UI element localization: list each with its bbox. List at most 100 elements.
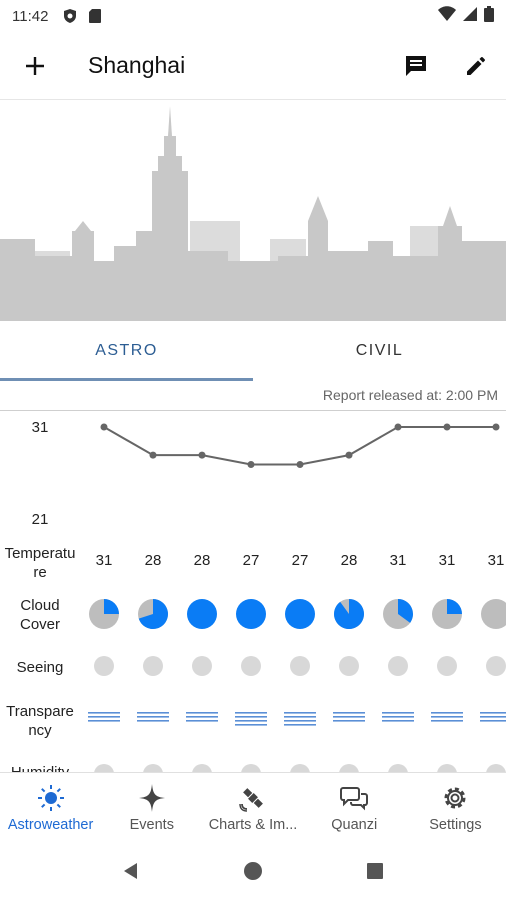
transparency-indicator	[137, 712, 169, 722]
humidity-indicator	[94, 764, 114, 772]
cloud-cover-pie	[89, 599, 119, 629]
city-skyline-illustration	[0, 101, 506, 321]
status-bar: 11:42	[0, 0, 506, 32]
nav-quanzi[interactable]: Quanzi	[304, 773, 405, 842]
cloud-cover-pie	[481, 599, 506, 629]
temperature-value: 28	[340, 552, 358, 569]
status-time: 11:42	[12, 7, 49, 25]
humidity-indicator	[339, 764, 359, 772]
transparency-indicator	[88, 712, 120, 722]
tab-civil[interactable]: CIVIL	[355, 342, 404, 359]
nav-label-quanzi: Quanzi	[331, 816, 378, 833]
nav-astroweather[interactable]: Astroweather	[0, 773, 101, 842]
transparency-indicator	[382, 712, 414, 722]
humidity-indicator	[290, 764, 310, 772]
temperature-value: 28	[193, 552, 211, 569]
wifi-icon	[438, 6, 456, 26]
transparency-indicator	[333, 712, 365, 722]
nav-settings[interactable]: Settings	[405, 773, 506, 842]
seeing-indicator	[339, 656, 359, 676]
pencil-icon	[467, 56, 485, 75]
row-label-humidity: Humidity	[0, 763, 80, 772]
cloud-cover-pie	[285, 599, 315, 629]
tab-astro[interactable]: ASTRO	[0, 321, 253, 381]
message-icon	[406, 55, 426, 76]
cloud-cover-pie	[432, 599, 462, 629]
temperature-point	[345, 451, 353, 459]
temperature-point	[100, 423, 108, 431]
edit-button[interactable]	[446, 32, 506, 100]
home-circle-icon	[244, 862, 262, 880]
temperature-line-plot	[100, 423, 500, 469]
humidity-indicator	[143, 764, 163, 772]
sparkle-icon	[137, 783, 167, 813]
sd-card-icon	[88, 8, 104, 24]
battery-icon	[484, 6, 494, 26]
recents-button[interactable]	[353, 849, 397, 893]
seeing-indicator	[388, 656, 408, 676]
humidity-indicator	[437, 764, 457, 772]
nav-label-settings: Settings	[429, 816, 482, 833]
humidity-indicator	[486, 764, 506, 772]
temperature-value: 27	[291, 552, 309, 569]
shield-icon	[62, 8, 78, 24]
temperature-point	[394, 423, 402, 431]
row-humidity: Humidity	[0, 760, 506, 772]
nav-label-events: Events	[129, 816, 174, 833]
temperature-value: 31	[438, 552, 456, 569]
humidity-indicator	[241, 764, 261, 772]
row-cloud-cover: Cloud Cover	[0, 590, 506, 640]
seeing-indicator	[192, 656, 212, 676]
tab-bar: ASTRO CIVIL	[0, 321, 506, 381]
cloud-cover-pie	[383, 599, 413, 629]
row-temperature: Temperatu re 31 28 28 27 27 28 31 31 31	[0, 540, 506, 586]
seeing-indicator	[437, 656, 457, 676]
temperature-value: 28	[144, 552, 162, 569]
home-button[interactable]	[231, 849, 275, 893]
nav-charts[interactable]: Charts & Im...	[202, 773, 303, 842]
row-label-seeing: Seeing	[16, 659, 64, 676]
gear-icon	[440, 783, 470, 813]
satellite-icon	[238, 783, 268, 813]
sun-icon	[36, 783, 66, 813]
row-label-temperature: Temperatu re	[4, 545, 76, 581]
seeing-indicator	[94, 656, 114, 676]
temperature-value: 31	[95, 552, 113, 569]
report-release-time: Report released at: 2:00 PM	[322, 387, 498, 403]
temperature-chart: 31 21	[0, 411, 506, 536]
row-label-cloud-cover: Cloud Cover	[19, 597, 60, 633]
temperature-value: 27	[242, 552, 260, 569]
back-button[interactable]	[109, 849, 153, 893]
system-navigation-bar	[0, 842, 506, 900]
seeing-indicator	[486, 656, 506, 676]
seeing-indicator	[290, 656, 310, 676]
temperature-point	[296, 461, 304, 469]
humidity-indicator	[388, 764, 408, 772]
cloud-cover-pie	[334, 599, 364, 629]
transparency-indicator	[235, 712, 267, 726]
bottom-navigation: Astroweather Events Charts & Im...	[0, 772, 506, 842]
divider	[0, 410, 506, 411]
cloud-cover-pie	[138, 599, 168, 629]
seeing-indicator	[241, 656, 261, 676]
humidity-indicator	[192, 764, 212, 772]
nav-label-charts: Charts & Im...	[208, 816, 298, 833]
temperature-point	[443, 423, 451, 431]
row-transparency: Transpare ncy	[0, 700, 506, 740]
nav-events[interactable]: Events	[101, 773, 202, 842]
app-toolbar: Shanghai	[0, 32, 506, 100]
seeing-indicator	[143, 656, 163, 676]
back-triangle-icon	[124, 863, 137, 879]
transparency-indicator	[186, 712, 218, 722]
transparency-indicator	[431, 712, 463, 722]
cloud-cover-pie	[187, 599, 217, 629]
plus-icon	[26, 56, 44, 75]
temperature-value: 31	[487, 552, 505, 569]
temp-axis-max: 31	[31, 419, 49, 436]
recents-square-icon	[367, 863, 383, 879]
temp-axis-min: 21	[31, 511, 49, 528]
comments-button[interactable]	[386, 32, 446, 100]
temperature-point	[247, 461, 255, 469]
add-location-button[interactable]	[0, 32, 70, 100]
chat-bubbles-icon	[339, 783, 369, 813]
